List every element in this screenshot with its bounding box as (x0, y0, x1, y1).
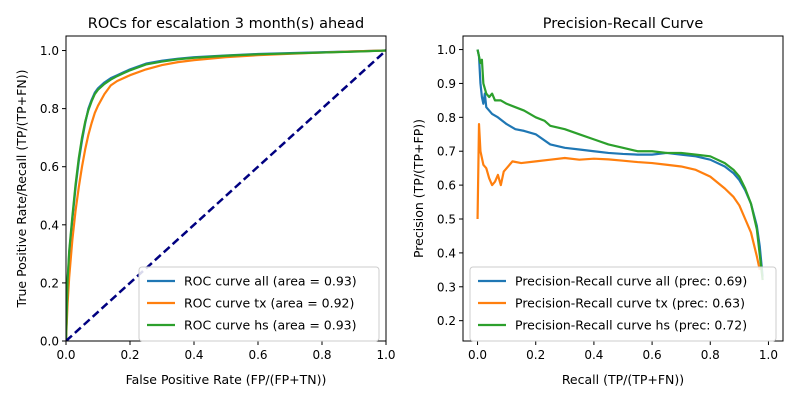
chart-2-series-line-3 (476, 49, 764, 281)
chart-1-legend-label: ROC curve hs (area = 0.93) (184, 318, 357, 333)
chart-2-y-tick-label: 0.2 (437, 314, 456, 328)
chart-2-series-line-2 (476, 123, 761, 271)
chart-1-x-tick-label: 0.2 (120, 348, 139, 362)
chart-1-x-tick-label: 0.0 (56, 348, 75, 362)
chart-2-y-tick-label: 1.0 (437, 43, 456, 57)
chart-2-x-tick-label: 0.8 (701, 348, 720, 362)
chart-2-y-tick-label: 0.3 (437, 280, 456, 294)
chart-1-y-tick-label: 0.0 (40, 335, 59, 349)
chart-1-y-axis-label: True Positive Rate/Recall (TP/(TP+FN)) (14, 70, 29, 309)
chart-1-y-tick-label: 0.4 (40, 218, 59, 232)
chart-2-title: Precision-Recall Curve (543, 16, 704, 32)
chart-2-y-tick-label: 0.7 (437, 145, 456, 159)
chart-2: Precision-Recall Curve 0.0 0.2 0.4 0.6 0.8 1.0… (411, 16, 784, 387)
chart-1-title: ROCs for escalation 3 month(s) ahead (88, 16, 364, 32)
chart-2-x-tick-label: 0.0 (468, 348, 487, 362)
chart-2-legend-label: Precision-Recall curve hs (prec: 0.72) (515, 318, 747, 333)
chart-1-legend-box (138, 266, 380, 342)
chart-1-diagonal-reference-line (66, 49, 386, 341)
chart-2-x-tick-label: 0.2 (526, 348, 545, 362)
chart-2-series-line-1 (476, 49, 764, 277)
chart-2-x-tick-label: 0.4 (584, 348, 603, 362)
chart-2-legend-label: Precision-Recall curve all (prec: 0.69) (515, 274, 747, 289)
chart-2-y-tick-label: 0.6 (437, 179, 456, 193)
chart-2-x-tick-label: 0.6 (643, 348, 662, 362)
chart-2-y-tick-label: 0.9 (437, 77, 456, 91)
chart-2-legend-label: Precision-Recall curve tx (prec: 0.63) (515, 296, 745, 311)
chart-1-x-tick-label: 0.8 (312, 348, 331, 362)
chart-1-y-tick-label: 0.8 (40, 102, 59, 116)
chart-1-legend: ROC curve all (area = 0.93) ROC curve tx … (138, 266, 380, 342)
chart-1-y-tick-label: 0.2 (40, 276, 59, 290)
chart-1-y-tick-label: 1.0 (40, 44, 59, 58)
chart-1-y-tick-label: 0.6 (40, 160, 59, 174)
chart-1-legend-label: ROC curve tx (area = 0.92) (184, 296, 354, 311)
chart-1-x-tick-label: 0.4 (184, 348, 203, 362)
chart-2-y-axis-label: Precision (TP/(TP+FP)) (411, 119, 426, 258)
chart-2-y-tick-label: 0.4 (437, 246, 456, 260)
chart-1-legend-label: ROC curve all (area = 0.93) (184, 274, 357, 289)
chart-1-x-tick-label: 1.0 (376, 348, 395, 362)
chart-1-x-tick-label: 0.6 (248, 348, 267, 362)
chart-1-x-axis-label: False Positive Rate (FP/(FP+TN)) (126, 372, 327, 387)
chart-2-y-tick-label: 0.5 (437, 213, 456, 227)
chart-2-x-tick-label: 1.0 (759, 348, 778, 362)
chart-2-y-tick-label: 0.8 (437, 111, 456, 125)
chart-2-legend-box (469, 266, 777, 342)
chart-1-series-line-3 (66, 49, 386, 341)
chart-2-x-axis-label: Recall (TP/(TP+FN)) (562, 372, 684, 387)
chart-2-legend: Precision-Recall curve all (prec: 0.69) P… (469, 266, 777, 342)
